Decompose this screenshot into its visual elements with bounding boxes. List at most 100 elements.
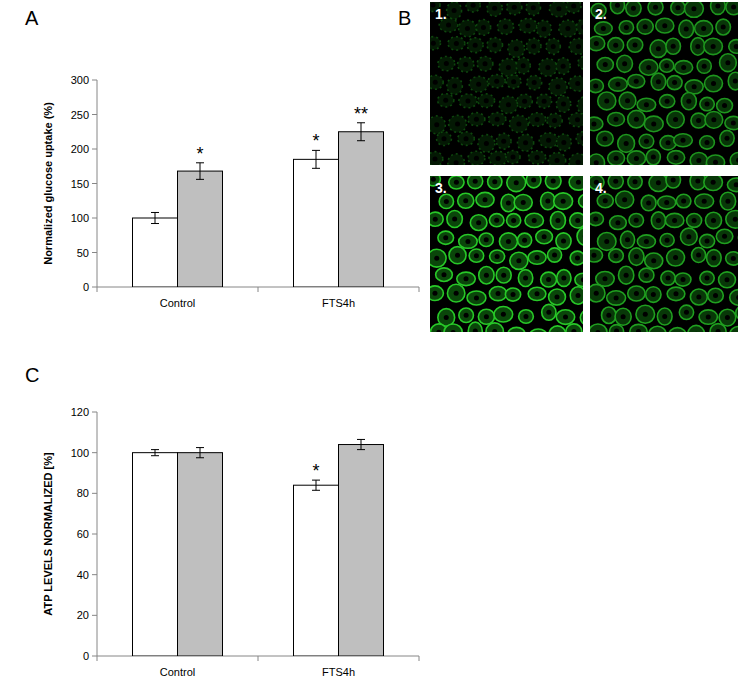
- cell-nucleus: [474, 295, 479, 300]
- cell: [444, 324, 462, 332]
- cell: [590, 324, 607, 332]
- cell-nucleus: [516, 121, 521, 126]
- cell: [488, 176, 502, 189]
- cell: [438, 231, 454, 244]
- cell-nucleus: [656, 79, 661, 84]
- cell: [628, 176, 642, 189]
- cell: [468, 151, 485, 165]
- error-bar: [357, 439, 365, 449]
- cell-nucleus: [594, 41, 599, 46]
- cell: [705, 75, 723, 91]
- cell-nucleus: [686, 99, 691, 104]
- cell: [580, 310, 583, 326]
- cell-nucleus: [673, 291, 678, 296]
- cell-nucleus: [561, 276, 566, 281]
- cell-nucleus: [441, 272, 446, 277]
- cell: [646, 149, 660, 165]
- cell: [707, 250, 722, 267]
- cell: [469, 249, 484, 262]
- cell: [726, 2, 738, 15]
- cell-nucleus: [542, 99, 547, 104]
- cell: [651, 212, 665, 229]
- cell: [627, 151, 645, 165]
- cell: [688, 325, 705, 332]
- cell-nucleus: [501, 273, 506, 278]
- cell-nucleus: [692, 84, 697, 89]
- cell-nucleus: [634, 117, 639, 122]
- cell-nucleus: [673, 255, 678, 260]
- cell-nucleus: [615, 220, 620, 225]
- cell: [566, 2, 581, 13]
- error-bar-cap: [151, 449, 159, 450]
- cell-nucleus: [594, 291, 599, 296]
- cell: [705, 212, 721, 228]
- cell: [527, 75, 542, 89]
- cell: [618, 266, 633, 284]
- cell-nucleus: [451, 330, 456, 332]
- y-tick: [92, 615, 97, 616]
- cell-nucleus: [711, 44, 716, 49]
- cell: [556, 96, 570, 112]
- cell-nucleus: [463, 198, 468, 203]
- cell-nucleus: [443, 235, 448, 240]
- cell: [716, 229, 733, 243]
- y-tick: [92, 114, 97, 115]
- error-bar-stem: [361, 123, 362, 141]
- cell-nucleus: [633, 179, 638, 184]
- cell-nucleus: [694, 332, 699, 333]
- cell: [526, 176, 541, 188]
- cell: [687, 213, 702, 227]
- cell-nucleus: [473, 43, 478, 48]
- cell: [610, 216, 627, 230]
- cell: [656, 18, 674, 33]
- cell: [708, 288, 724, 303]
- cell-nucleus: [476, 82, 481, 87]
- cell: [458, 57, 474, 72]
- cell-nucleus: [483, 197, 488, 202]
- cell: [667, 76, 682, 90]
- cell-nucleus: [542, 234, 547, 239]
- cell: [590, 36, 605, 50]
- cell-nucleus: [716, 329, 721, 332]
- cell-nucleus: [622, 197, 627, 202]
- error-bar-cap: [196, 447, 204, 448]
- cell: [649, 176, 668, 192]
- cell-nucleus: [591, 121, 596, 126]
- panel-letter: A: [25, 7, 39, 29]
- cell: [542, 304, 556, 320]
- cell: [506, 75, 521, 89]
- error-bar-cap: [196, 457, 204, 458]
- cell: [547, 113, 562, 127]
- cell: [554, 193, 573, 209]
- y-tick-label: 0: [83, 650, 89, 662]
- x-tick-label: Control: [160, 666, 195, 678]
- cell: [577, 97, 583, 115]
- cell-nucleus: [474, 117, 479, 122]
- cell: [578, 56, 583, 70]
- cell: [700, 271, 714, 284]
- cell: [458, 193, 474, 208]
- cell: [720, 54, 737, 72]
- cell: [569, 113, 583, 127]
- cell: [628, 286, 645, 301]
- cell: [576, 132, 583, 145]
- cell: [430, 116, 445, 134]
- y-tick: [92, 574, 97, 575]
- cell: [476, 19, 490, 35]
- cell-nucleus: [615, 3, 620, 8]
- cell: [479, 233, 493, 247]
- cell: [459, 20, 477, 37]
- cell-nucleus: [711, 218, 716, 223]
- cell: [597, 232, 616, 250]
- cell-nucleus: [625, 237, 630, 242]
- cells: [590, 2, 738, 165]
- image-background: [430, 2, 583, 165]
- cell-nucleus: [681, 199, 686, 204]
- cell: [507, 2, 522, 15]
- cell: [430, 212, 443, 226]
- cell: [447, 77, 462, 94]
- cell: [546, 38, 560, 54]
- cell: [736, 305, 738, 320]
- cell: [508, 40, 525, 58]
- cell-nucleus: [695, 44, 700, 49]
